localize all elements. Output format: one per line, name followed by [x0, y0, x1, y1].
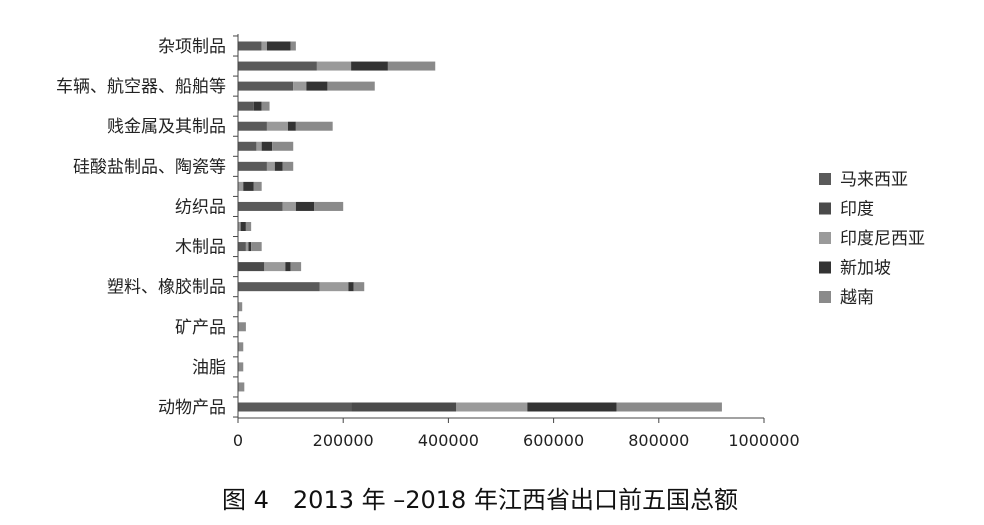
bar-segment	[456, 402, 528, 412]
bar-segment	[266, 161, 275, 171]
bar-segment	[266, 121, 288, 131]
bar-segment	[238, 322, 246, 332]
bar-segment	[327, 81, 375, 91]
bar-segment	[238, 302, 243, 312]
bar-segment	[238, 121, 267, 131]
x-tick-labels: 0 200000 400000 600000 800000 1000000	[233, 431, 800, 450]
legend-label: 新加坡	[840, 259, 891, 279]
bar-segment	[238, 382, 245, 392]
bar-segment	[387, 61, 436, 71]
bar-segment	[290, 41, 296, 51]
bar-segment	[616, 402, 722, 412]
legend-label: 越南	[840, 288, 874, 308]
bar-segment	[274, 161, 283, 171]
bar-segment	[238, 181, 244, 191]
bar-segment	[238, 282, 320, 292]
bar-segment	[261, 41, 267, 51]
x-tick-label: 400000	[418, 431, 479, 450]
legend-label: 马来西亚	[840, 170, 908, 190]
legend-swatch	[819, 173, 831, 185]
bar-segment	[238, 342, 244, 352]
bar-segment	[272, 141, 294, 151]
bar-segment	[282, 201, 296, 211]
legend-swatch	[819, 261, 831, 274]
bar-segment	[245, 242, 249, 252]
bar-segment	[238, 402, 352, 412]
bar-segment	[527, 402, 617, 412]
category-label: 木制品	[175, 238, 226, 258]
bar-segment	[282, 161, 294, 171]
bar-segment	[295, 201, 315, 211]
bar-segment	[348, 282, 354, 292]
category-label: 动物产品	[158, 398, 226, 418]
category-label: 杂项制品	[158, 37, 226, 57]
category-label: 矿产品	[175, 318, 226, 338]
bar-segment	[253, 101, 262, 111]
bar-segment	[238, 141, 257, 151]
x-tick-label: 1000000	[728, 431, 799, 450]
bar-segment	[238, 262, 265, 272]
legend-swatch	[819, 202, 831, 215]
category-label: 硅酸盐制品、陶瓷等	[73, 157, 226, 177]
bar-segment	[290, 262, 302, 272]
bar-segment	[238, 242, 246, 252]
bar-segment	[261, 141, 273, 151]
legend-label: 印度尼西亚	[840, 229, 925, 249]
bar-segment	[253, 181, 262, 191]
x-tick-label: 800000	[628, 431, 689, 450]
x-tick-label: 0	[233, 431, 243, 450]
x-tick-label: 600000	[523, 431, 584, 450]
bar-segment	[238, 101, 254, 111]
bar-segment	[238, 201, 283, 211]
bar-segment	[256, 141, 262, 151]
bar-segment	[293, 81, 307, 91]
bar-segment	[251, 242, 262, 252]
bar-segment	[295, 121, 333, 131]
bar-segment	[261, 101, 270, 111]
bar-segment	[238, 362, 244, 372]
bar-segment	[238, 81, 294, 91]
bar-segment	[351, 61, 388, 71]
axes-layer	[233, 34, 765, 423]
bar-segment	[353, 282, 365, 292]
bar-segment	[240, 222, 246, 231]
bar-segment	[285, 262, 291, 272]
bar-segment	[314, 201, 344, 211]
bar-segment	[351, 402, 457, 412]
bar-segment	[238, 41, 262, 51]
bar-segment	[287, 121, 296, 131]
category-label: 贱金属及其制品	[107, 117, 226, 137]
bar-segment	[238, 61, 317, 71]
category-label: 纺织品	[175, 197, 226, 217]
category-label: 塑料、橡胶制品	[107, 278, 226, 298]
bar-segment	[306, 81, 328, 91]
x-tick-label: 200000	[313, 431, 374, 450]
category-labels: 动物产品 油脂 矿产品 塑料、橡胶制品 木制品 纺织品 硅酸盐制品、陶瓷等 贱金属及其制品 车辆…	[56, 37, 226, 418]
chart-title: 图 4 2013 年 –2018 年江西省出口前五国总额	[222, 486, 738, 514]
bar-segment	[264, 262, 286, 272]
bars-layer	[238, 41, 722, 412]
category-label: 车辆、航空器、船舶等	[56, 77, 226, 97]
bar-segment	[248, 242, 252, 252]
category-label: 油脂	[192, 358, 226, 378]
legend-label: 印度	[840, 200, 874, 220]
bar-segment	[316, 61, 352, 71]
legend-swatch	[819, 232, 831, 244]
bar-segment	[243, 181, 254, 191]
bar-segment	[238, 222, 241, 231]
bar-segment	[266, 41, 291, 51]
legend-swatch	[819, 291, 831, 303]
bar-segment	[245, 222, 252, 231]
bar-segment	[238, 161, 267, 171]
bar-segment	[319, 282, 349, 292]
